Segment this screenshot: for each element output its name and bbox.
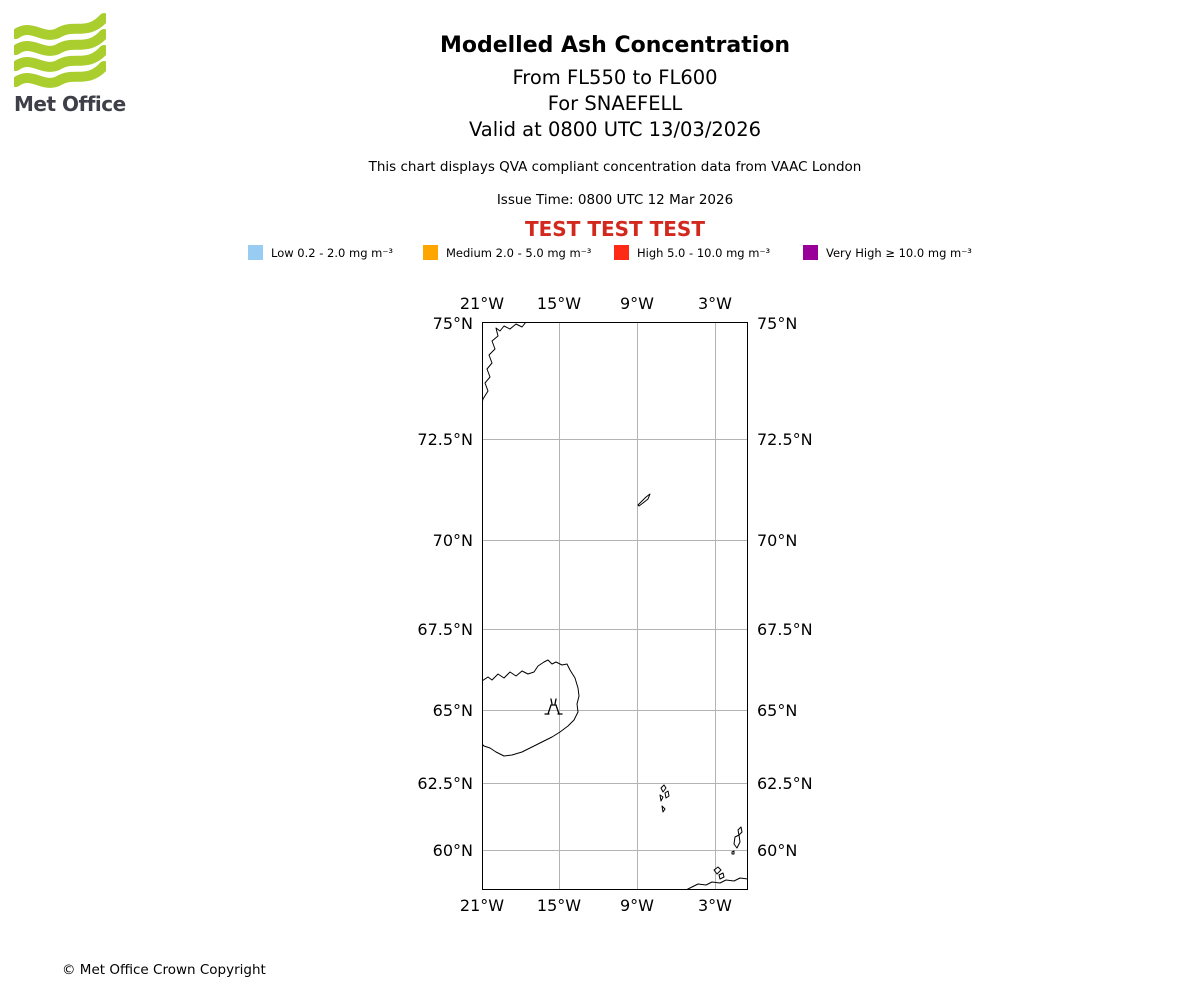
met-office-logo: Met Office — [11, 8, 134, 116]
x-tick-bottom-21w: 21°W — [459, 896, 505, 915]
map-border — [482, 322, 748, 890]
x-tick-top-3w: 3°W — [698, 294, 732, 313]
faroe-islands — [659, 784, 670, 813]
scotland-coastline — [685, 877, 749, 891]
legend-item-medium: Medium 2.0 - 5.0 mg m⁻³ — [423, 244, 591, 261]
y-tick-left-70n: 70°N — [432, 531, 473, 550]
y-tick-left-62-5n: 62.5°N — [417, 774, 473, 793]
legend-swatch-high — [614, 245, 629, 260]
iceland-coastline — [481, 659, 580, 757]
test-banner: TEST TEST TEST — [525, 217, 705, 241]
y-tick-right-65n: 65°N — [757, 701, 798, 720]
legend-label-high: High 5.0 - 10.0 mg m⁻³ — [637, 245, 771, 260]
x-tick-bottom-9w: 9°W — [620, 896, 654, 915]
y-tick-right-70n: 70°N — [757, 531, 798, 550]
legend-swatch-very-high — [803, 245, 818, 260]
y-tick-right-60n: 60°N — [757, 841, 798, 860]
jan-mayen-island — [637, 493, 651, 507]
legend-label-low: Low 0.2 - 2.0 mg m⁻³ — [271, 245, 394, 260]
volcano-subtitle: For SNAEFELL — [547, 92, 683, 115]
legend-label-very-high: Very High ≥ 10.0 mg m⁻³ — [826, 245, 972, 260]
legend-swatch-low — [248, 245, 263, 260]
map-panel — [481, 321, 749, 891]
x-tick-top-9w: 9°W — [620, 294, 654, 313]
map-canvas — [481, 321, 749, 891]
x-tick-top-21w: 21°W — [459, 294, 505, 313]
longitude-gridlines — [559, 322, 716, 890]
volcano-marker-icon — [544, 698, 563, 715]
latitude-gridlines — [482, 439, 748, 851]
y-tick-left-75n: 75°N — [432, 314, 473, 333]
page-title: Modelled Ash Concentration — [439, 33, 791, 58]
coastlines — [481, 321, 749, 891]
y-tick-left-67-5n: 67.5°N — [417, 620, 473, 639]
legend-label-medium: Medium 2.0 - 5.0 mg m⁻³ — [446, 245, 592, 260]
copyright-notice: © Met Office Crown Copyright — [62, 962, 266, 978]
flight-level-subtitle: From FL550 to FL600 — [512, 66, 718, 89]
compliance-note: This chart displays QVA compliant concen… — [368, 159, 862, 175]
orkney-islands — [713, 866, 725, 880]
valid-time-subtitle: Valid at 0800 UTC 13/03/2026 — [468, 118, 762, 141]
y-tick-left-65n: 65°N — [432, 701, 473, 720]
legend-item-high: High 5.0 - 10.0 mg m⁻³ — [614, 244, 770, 261]
x-tick-top-15w: 15°W — [536, 294, 582, 313]
greenland-coastline — [481, 321, 527, 404]
shetland-islands — [731, 826, 743, 855]
met-office-logo-text: Met Office — [14, 92, 126, 116]
y-tick-right-72-5n: 72.5°N — [757, 430, 813, 449]
legend-item-low: Low 0.2 - 2.0 mg m⁻³ — [248, 244, 393, 261]
y-tick-right-62-5n: 62.5°N — [757, 774, 813, 793]
met-office-logo-mark — [11, 13, 109, 88]
x-tick-bottom-3w: 3°W — [698, 896, 732, 915]
x-tick-bottom-15w: 15°W — [536, 896, 582, 915]
legend-swatch-medium — [423, 245, 438, 260]
issue-time: Issue Time: 0800 UTC 12 Mar 2026 — [496, 192, 734, 208]
y-tick-right-67-5n: 67.5°N — [757, 620, 813, 639]
y-tick-right-75n: 75°N — [757, 314, 798, 333]
y-tick-left-72-5n: 72.5°N — [417, 430, 473, 449]
y-tick-left-60n: 60°N — [432, 841, 473, 860]
legend-item-very-high: Very High ≥ 10.0 mg m⁻³ — [803, 244, 972, 261]
